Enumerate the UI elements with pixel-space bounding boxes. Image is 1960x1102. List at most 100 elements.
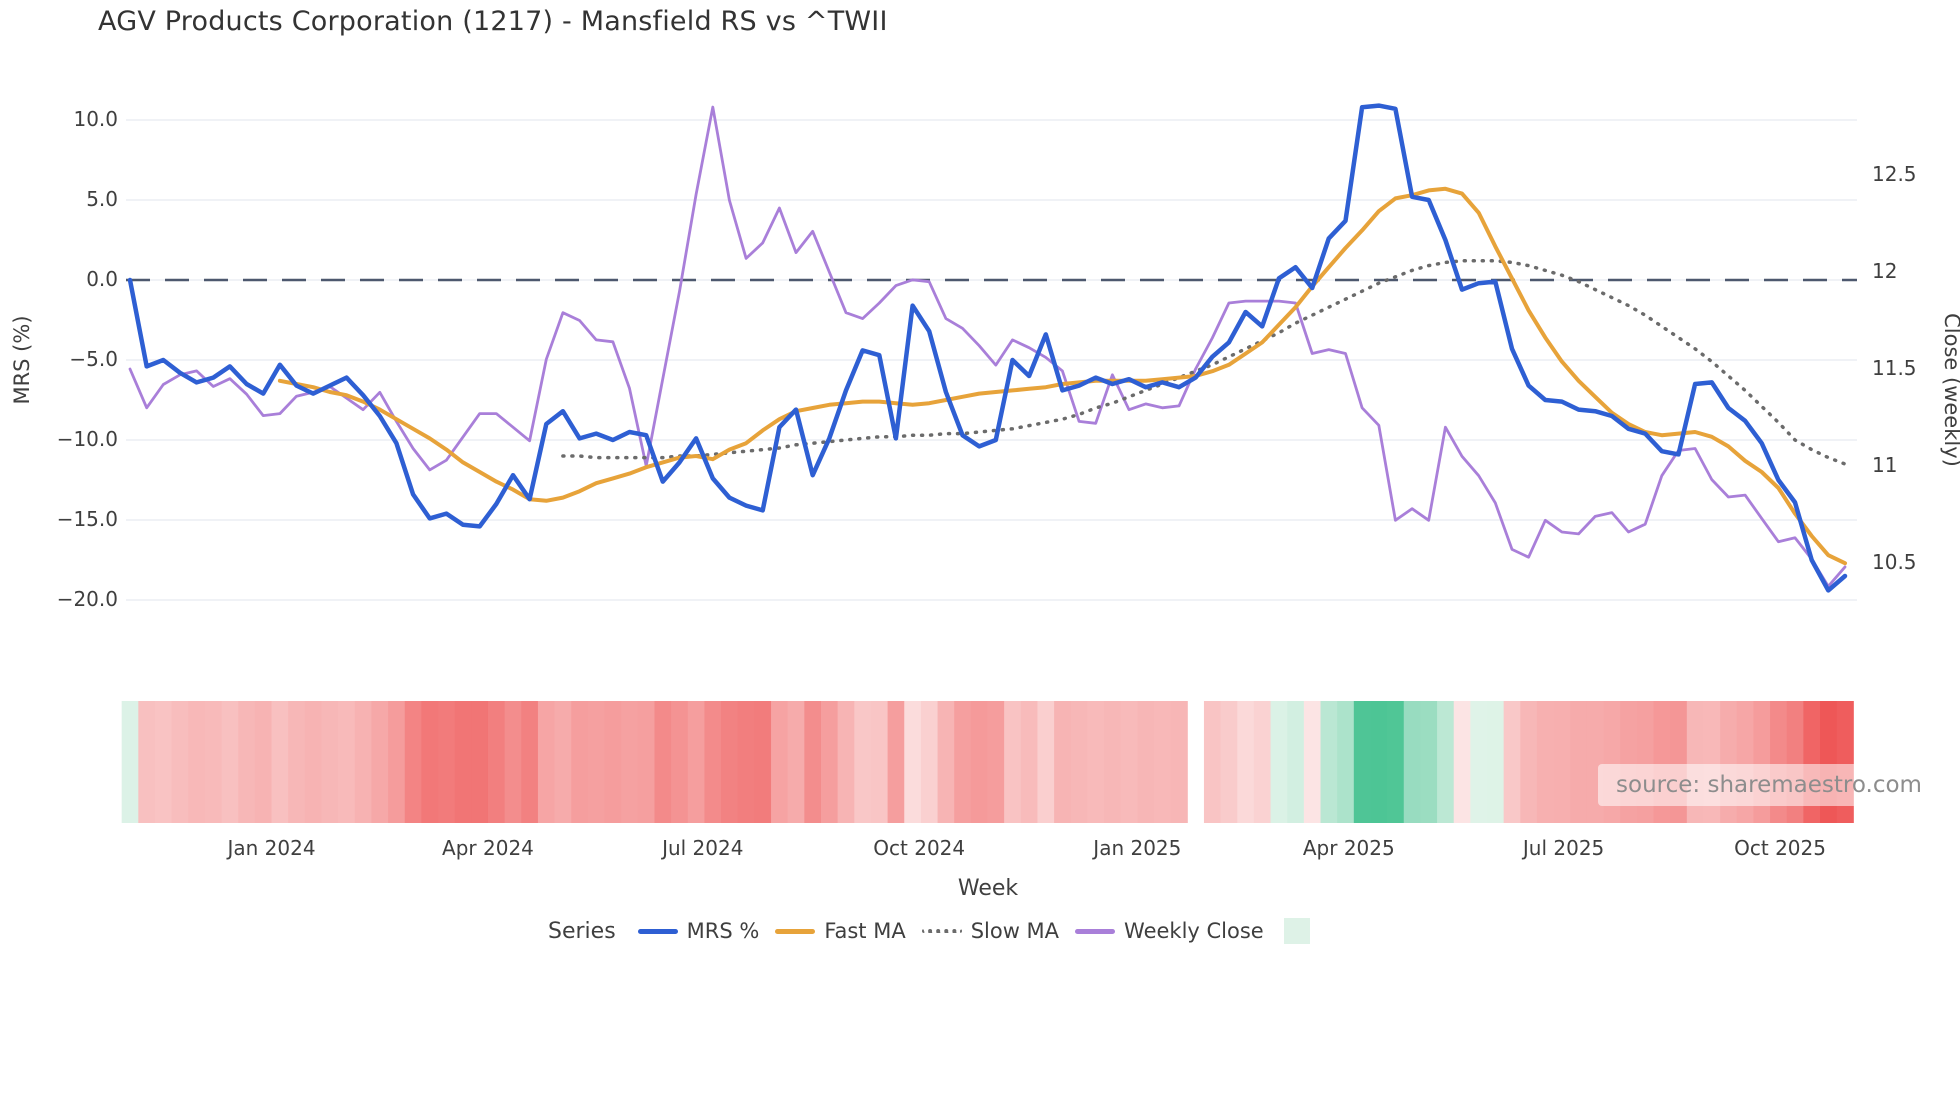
- y-tick-label-left: 0.0: [86, 267, 118, 291]
- y-tick-label-left: 5.0: [86, 187, 118, 211]
- legend: Series MRS % Fast MA Slow MA Weekly Clos…: [548, 918, 1310, 944]
- heatmap-cell: [721, 701, 739, 823]
- x-tick-label: Jul 2024: [662, 836, 744, 860]
- heatmap-cell: [1220, 701, 1238, 823]
- heatmap-cell: [1303, 701, 1322, 823]
- x-tick-label: Oct 2024: [873, 836, 966, 860]
- heatmap-cell: [438, 701, 456, 823]
- heatmap-cell: [121, 701, 139, 823]
- heatmap-cell: [1487, 701, 1505, 823]
- heatmap-cell: [1370, 701, 1388, 823]
- heatmap-cell: [737, 701, 755, 823]
- weekly-close-line-swatch: [1075, 928, 1116, 934]
- slow-ma-line-swatch: [921, 929, 962, 933]
- heatmap-cell: [1020, 701, 1038, 823]
- series-line-fast-ma: [277, 186, 1847, 566]
- heatmap-cell: [421, 701, 439, 823]
- heatmap-cell: [1420, 701, 1438, 823]
- heatmap-cell: [1337, 701, 1355, 823]
- heatmap-cell: [771, 701, 789, 823]
- heatmap-cell: [1470, 701, 1488, 823]
- heatmap-cell: [537, 701, 556, 823]
- heatmap-cell: [621, 701, 639, 823]
- heatmap-cell: [1087, 701, 1105, 823]
- legend-label-slow-ma: Slow MA: [970, 919, 1060, 943]
- y-tick-label-right: 11.5: [1872, 356, 1917, 380]
- source-text: source: sharemaestro.com: [1616, 772, 1922, 798]
- heatmap-cell: [371, 701, 389, 823]
- heatmap-cell: [1570, 701, 1588, 823]
- heatmap-cell: [1387, 701, 1405, 823]
- heatmap-cell: [1004, 701, 1022, 823]
- heatmap-cell: [1037, 701, 1055, 823]
- y-tick-label-left: −10.0: [56, 427, 118, 451]
- legend-item-weekly-close: Weekly Close: [1075, 919, 1264, 943]
- heatmap-cell: [204, 701, 223, 823]
- heatmap-cell: [870, 701, 889, 823]
- heatmap-cell: [787, 701, 805, 823]
- heatmap-cell: [221, 701, 239, 823]
- heatmap-cell: [587, 701, 606, 823]
- heatmap-cell: [1520, 701, 1538, 823]
- heatmap-cell: [354, 701, 372, 823]
- heatmap-cell: [571, 701, 589, 823]
- heatmap-cell: [904, 701, 922, 823]
- heatmap-cell: [1553, 701, 1571, 823]
- x-tick-label: Jul 2025: [1522, 836, 1605, 860]
- y-tick-label-left: −15.0: [56, 507, 118, 531]
- heatmap-cell: [1054, 701, 1072, 823]
- heatmap-cell: [254, 701, 273, 823]
- heatmap-cell: [1203, 701, 1222, 823]
- heatmap-cell: [1120, 701, 1138, 823]
- heatmap-cell: [404, 701, 422, 823]
- heatmap-cell: [1070, 701, 1088, 823]
- x-axis-title: Week: [957, 876, 1019, 901]
- heatmap-cell: [1253, 701, 1272, 823]
- x-tick-label: Jan 2024: [227, 836, 316, 860]
- legend-title: Series: [548, 918, 616, 944]
- heatmap-cell: [554, 701, 572, 823]
- heatmap-cell: [504, 701, 522, 823]
- heatmap-cell: [804, 701, 822, 823]
- heatmap-cell: [754, 701, 772, 823]
- fast-ma-line-swatch: [775, 928, 816, 934]
- heatmap-cell: [970, 701, 988, 823]
- heatmap-cell: [321, 701, 339, 823]
- heatmap-cell: [1154, 701, 1172, 823]
- heatmap-cell: [338, 701, 356, 823]
- heatmap-cell: [837, 701, 855, 823]
- y-tick-label-right: 12: [1872, 259, 1898, 283]
- y-tick-label-right: 12.5: [1872, 162, 1917, 186]
- heatmap-cell: [1320, 701, 1338, 823]
- source-watermark: source: sharemaestro.com: [1598, 764, 1940, 806]
- series-line-mrs-: [127, 103, 1848, 593]
- heatmap-cell: [1104, 701, 1122, 823]
- heatmap-cell: [1353, 701, 1371, 823]
- heatmap-cell: [1170, 701, 1188, 823]
- heatmap-cell: [887, 701, 905, 823]
- heatmap-cell: [471, 701, 489, 823]
- chart-title: AGV Products Corporation (1217) - Mansfi…: [98, 6, 888, 37]
- heatmap-cell: [271, 701, 289, 823]
- legend-label-mrs: MRS %: [686, 919, 760, 943]
- right-axis-title: Close (weekly): [1940, 313, 1960, 467]
- y-tick-label-left: −20.0: [56, 587, 118, 611]
- heatmap-cell: [1137, 701, 1155, 823]
- heatmap-cell: [521, 701, 539, 823]
- heatmap-cell: [1536, 701, 1555, 823]
- heatmap-cell: [604, 701, 622, 823]
- heatmap-cell: [1503, 701, 1521, 823]
- heatmap-cell: [1453, 701, 1471, 823]
- x-tick-label: Oct 2025: [1734, 836, 1826, 860]
- heatmap-cell: [954, 701, 972, 823]
- heatmap-cell: [388, 701, 406, 823]
- heatmap-legend-swatch: [1283, 918, 1310, 944]
- x-tick-label: Jan 2025: [1093, 836, 1182, 860]
- heatmap-cell: [704, 701, 722, 823]
- y-tick-label-right: 10.5: [1872, 550, 1917, 574]
- heatmap-cell: [487, 701, 506, 823]
- heatmap-cell: [937, 701, 955, 823]
- heatmap-cell: [854, 701, 872, 823]
